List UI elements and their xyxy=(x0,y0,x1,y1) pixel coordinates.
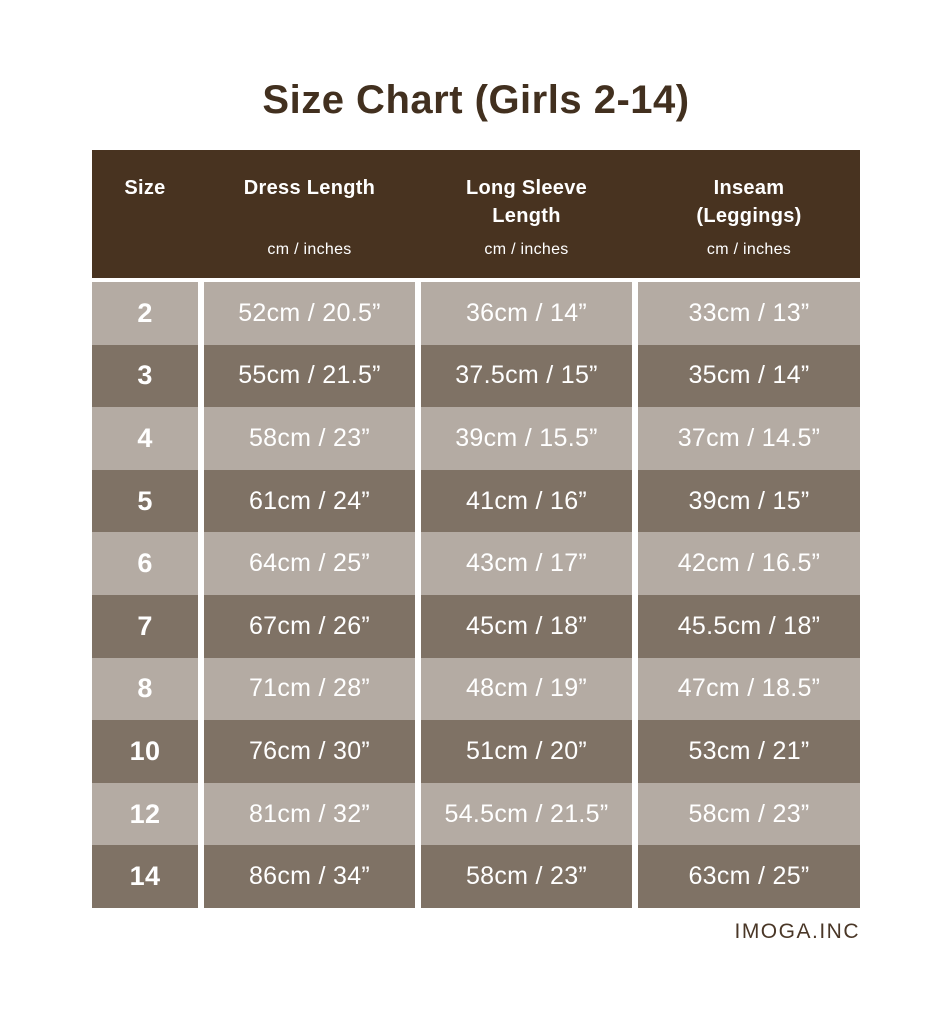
dress-length-cell: 61cm / 24” xyxy=(204,469,415,533)
dress-length-cell: 76cm / 30” xyxy=(204,720,415,783)
table-row: 8 71cm / 28” 48cm / 19” 47cm / 18.5” xyxy=(92,657,860,721)
table-row: 3 55cm / 21.5” 37.5cm / 15” 35cm / 14” xyxy=(92,344,860,408)
size-cell: 8 xyxy=(92,657,198,721)
sleeve-length-cell: 36cm / 14” xyxy=(421,282,632,345)
table-row: 6 64cm / 25” 43cm / 17” 42cm / 16.5” xyxy=(92,532,860,595)
table-row: 7 67cm / 26” 45cm / 18” 45.5cm / 18” xyxy=(92,594,860,658)
sleeve-length-cell: 39cm / 15.5” xyxy=(421,407,632,470)
size-cell: 2 xyxy=(92,282,198,345)
column-header-sleeve-length: Long Sleeve Length cm / inches xyxy=(421,150,632,278)
column-header-inseam: Inseam (Leggings) cm / inches xyxy=(638,150,860,278)
table-header: Size Dress Length cm / inches Long Sleev… xyxy=(92,150,860,278)
inseam-cell: 35cm / 14” xyxy=(638,344,860,408)
table-row: 12 81cm / 32” 54.5cm / 21.5” 58cm / 23” xyxy=(92,782,860,846)
dress-length-cell: 52cm / 20.5” xyxy=(204,282,415,345)
column-header-inseam-units: cm / inches xyxy=(706,241,792,258)
size-cell: 10 xyxy=(92,720,198,783)
sleeve-length-cell: 48cm / 19” xyxy=(421,657,632,721)
dress-length-cell: 67cm / 26” xyxy=(204,594,415,658)
dress-length-cell: 86cm / 34” xyxy=(204,845,415,908)
table-row: 10 76cm / 30” 51cm / 20” 53cm / 21” xyxy=(92,720,860,783)
inseam-cell: 58cm / 23” xyxy=(638,782,860,846)
inseam-cell: 39cm / 15” xyxy=(638,469,860,533)
dress-length-cell: 55cm / 21.5” xyxy=(204,344,415,408)
size-cell: 7 xyxy=(92,594,198,658)
dress-length-cell: 58cm / 23” xyxy=(204,407,415,470)
sleeve-length-cell: 45cm / 18” xyxy=(421,594,632,658)
size-cell: 4 xyxy=(92,407,198,470)
inseam-cell: 63cm / 25” xyxy=(638,845,860,908)
size-cell: 14 xyxy=(92,845,198,908)
dress-length-cell: 71cm / 28” xyxy=(204,657,415,721)
inseam-cell: 42cm / 16.5” xyxy=(638,532,860,595)
inseam-cell: 47cm / 18.5” xyxy=(638,657,860,721)
table-row: 4 58cm / 23” 39cm / 15.5” 37cm / 14.5” xyxy=(92,407,860,470)
page-title: Size Chart (Girls 2-14) xyxy=(262,78,690,122)
dress-length-cell: 64cm / 25” xyxy=(204,532,415,595)
inseam-cell: 37cm / 14.5” xyxy=(638,407,860,470)
size-cell: 12 xyxy=(92,782,198,846)
sleeve-length-cell: 37.5cm / 15” xyxy=(421,344,632,408)
column-header-size-label: Size xyxy=(124,177,166,199)
size-cell: 3 xyxy=(92,344,198,408)
table-body: 2 52cm / 20.5” 36cm / 14” 33cm / 13” 3 5… xyxy=(92,282,860,908)
size-chart-container: Size Chart (Girls 2-14) Size Dress Lengt… xyxy=(92,0,860,944)
size-cell: 5 xyxy=(92,469,198,533)
dress-length-cell: 81cm / 32” xyxy=(204,782,415,846)
sleeve-length-cell: 51cm / 20” xyxy=(421,720,632,783)
column-header-dress-length: Dress Length cm / inches xyxy=(204,150,415,278)
size-cell: 6 xyxy=(92,532,198,595)
inseam-cell: 45.5cm / 18” xyxy=(638,594,860,658)
column-header-dress-length-units: cm / inches xyxy=(267,241,352,258)
column-header-size: Size xyxy=(92,150,198,278)
inseam-cell: 53cm / 21” xyxy=(638,720,860,783)
column-header-sleeve-length-units: cm / inches xyxy=(484,241,569,258)
brand-label: IMOGA.INC xyxy=(734,919,860,943)
sleeve-length-cell: 43cm / 17” xyxy=(421,532,632,595)
inseam-cell: 33cm / 13” xyxy=(638,282,860,345)
table-row: 2 52cm / 20.5” 36cm / 14” 33cm / 13” xyxy=(92,282,860,345)
column-header-inseam-label: Inseam (Leggings) xyxy=(696,177,802,227)
column-header-dress-length-label: Dress Length xyxy=(243,177,376,199)
sleeve-length-cell: 41cm / 16” xyxy=(421,469,632,533)
table-row: 14 86cm / 34” 58cm / 23” 63cm / 25” xyxy=(92,845,860,908)
table-row: 5 61cm / 24” 41cm / 16” 39cm / 15” xyxy=(92,469,860,533)
sleeve-length-cell: 54.5cm / 21.5” xyxy=(421,782,632,846)
column-header-sleeve-length-label: Long Sleeve Length xyxy=(465,177,588,227)
sleeve-length-cell: 58cm / 23” xyxy=(421,845,632,908)
